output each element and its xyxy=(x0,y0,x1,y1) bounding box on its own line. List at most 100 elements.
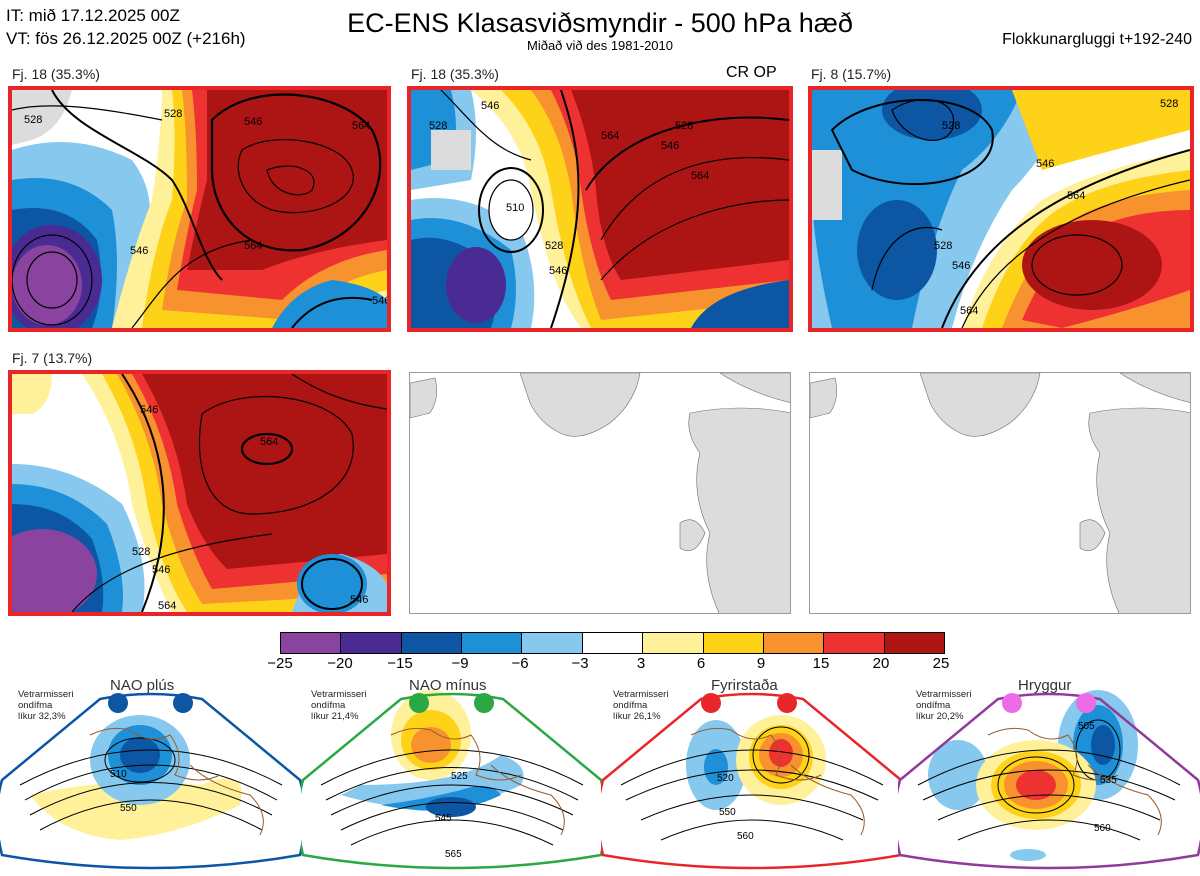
regime-title: Fyrirstaða xyxy=(711,677,778,694)
panel-3-contour-label: 528 xyxy=(934,240,953,252)
regime-info: Vetrarmisseri ondífma líkur 20,2% xyxy=(916,689,972,722)
empty-map-panel-1 xyxy=(409,372,791,614)
cluster-map-4-graphic xyxy=(12,374,387,612)
colorbar-tick: −25 xyxy=(267,655,293,672)
panel-2-contour-label: 546 xyxy=(481,100,500,112)
colorbar-tick: −9 xyxy=(451,655,469,672)
panel-2-contour-label: 528 xyxy=(675,120,694,132)
colorbar-swatch xyxy=(341,633,402,653)
colorbar-swatch xyxy=(281,633,342,653)
colorbar-swatch xyxy=(763,633,825,653)
colorbar-tick: −20 xyxy=(327,655,353,672)
cluster-map-2-graphic xyxy=(411,90,789,328)
panel-2-cr-op: CR OP xyxy=(726,64,777,81)
panel-1-contour-label: 528 xyxy=(24,114,43,126)
regime-info: Vetrarmisseri ondífma líkur 26,1% xyxy=(613,689,669,722)
panel-4-contour-label: 546 xyxy=(140,404,159,416)
cluster-map-3: 528 546 564 528 546 564 528 xyxy=(808,86,1194,332)
panel-2-contour-label: 510 xyxy=(506,202,525,214)
regime-contour-label: 560 xyxy=(737,831,754,842)
colorbar-swatch xyxy=(401,633,463,653)
panel-1-label: Fj. 18 (35.3%) xyxy=(12,66,100,82)
panel-2-contour-label: 564 xyxy=(691,170,710,182)
empty-map-2-graphic xyxy=(810,373,1190,613)
valid-time: VT: fös 26.12.2025 00Z (+216h) xyxy=(6,29,246,48)
init-time: IT: mið 17.12.2025 00Z xyxy=(6,6,180,25)
regime-contour-label: 550 xyxy=(719,807,736,818)
colorbar-tick: −3 xyxy=(571,655,589,672)
panel-1-contour-label: 564 xyxy=(352,120,371,132)
panel-1-contour-label: 528 xyxy=(164,108,183,120)
regime-ridge-graphic xyxy=(893,690,1200,870)
panel-2-contour-label: 546 xyxy=(661,140,680,152)
cluster-map-1: 528 546 564 546 564 546 528 xyxy=(8,86,391,332)
panel-3-contour-label: 564 xyxy=(960,305,979,317)
regime-ridge: Hryggur Vetrarmisseri ondífma líkur 20,2… xyxy=(893,675,1200,871)
panel-2-contour-label: 564 xyxy=(601,130,620,142)
regime-blocking-graphic xyxy=(596,692,908,870)
panel-4-contour-label: 564 xyxy=(158,600,177,612)
cluster-map-2: 528 546 564 528 546 564 510 528 546 xyxy=(407,86,793,332)
colorbar-swatch xyxy=(703,633,764,653)
regime-blocking: Fyrirstaða Vetrarmisseri ondífma líkur 2… xyxy=(596,675,908,871)
panel-1-contour-label: 564 xyxy=(244,240,263,252)
colorbar-swatch xyxy=(582,633,644,653)
empty-map-1-graphic xyxy=(410,373,790,613)
panel-3-label: Fj. 8 (15.7%) xyxy=(811,66,892,82)
colorbar-tick: −15 xyxy=(387,655,413,672)
regime-contour-label: 535 xyxy=(1100,775,1117,786)
colorbar-swatch xyxy=(824,633,885,653)
page-title: EC-ENS Klasasviðsmyndir - 500 hPa hæð xyxy=(347,8,853,38)
colorbar-swatch xyxy=(522,633,583,653)
panel-4-contour-label: 546 xyxy=(350,594,369,606)
panel-1-contour-label: 546 xyxy=(244,116,263,128)
regime-info: Vetrarmisseri ondífma líkur 21,4% xyxy=(311,689,367,722)
panel-3-contour-label: 546 xyxy=(952,260,971,272)
panel-4-contour-label: 528 xyxy=(132,546,151,558)
regime-contour-label: 560 xyxy=(1094,823,1111,834)
colorbar-tick: 3 xyxy=(636,655,646,672)
panel-2-contour-label: 546 xyxy=(549,265,568,277)
panel-4-label: Fj. 7 (13.7%) xyxy=(12,350,93,366)
regime-title: NAO plús xyxy=(110,677,175,694)
panel-3-contour-label: 528 xyxy=(1160,98,1179,110)
page-subtitle: Miðað við des 1981-2010 xyxy=(527,38,673,53)
panel-4-contour-label: 546 xyxy=(152,564,171,576)
regime-contour-label: 525 xyxy=(451,771,468,782)
regime-contour-label: 550 xyxy=(120,803,137,814)
classification-window: Flokkunargluggi t+192-240 xyxy=(1002,31,1192,48)
panel-2-contour-label: 528 xyxy=(545,240,564,252)
panel-3-contour-label: 546 xyxy=(1036,158,1055,170)
cluster-map-3-graphic xyxy=(812,90,1190,328)
panel-2-label: Fj. 18 (35.3%) xyxy=(411,66,499,82)
regime-nao-minus-graphic xyxy=(296,690,608,870)
colorbar-tick: 25 xyxy=(932,655,950,672)
colorbar-tick: 15 xyxy=(812,655,830,672)
run-info: IT: mið 17.12.2025 00Z VT: fös 26.12.202… xyxy=(6,4,246,50)
colorbar-swatch xyxy=(884,633,944,653)
cluster-map-4: 546 564 528 546 564 546 xyxy=(8,370,391,616)
colorbar-tick: −6 xyxy=(511,655,529,672)
regime-contour-label: 565 xyxy=(445,849,462,860)
colorbar-tick: 6 xyxy=(696,655,706,672)
colorbar-tick: 20 xyxy=(872,655,890,672)
colorbar xyxy=(280,632,945,654)
regime-contour-label: 505 xyxy=(1078,721,1095,732)
regime-contour-label: 520 xyxy=(717,773,734,784)
panel-3-contour-label: 564 xyxy=(1067,190,1086,202)
empty-map-panel-2 xyxy=(809,372,1191,614)
regime-nao-plus: NAO plús Vetrarmisseri ondífma líkur 32,… xyxy=(0,675,307,871)
panel-1-contour-label: 546 xyxy=(130,245,149,257)
regime-contour-label: 510 xyxy=(110,769,127,780)
colorbar-swatch xyxy=(462,633,523,653)
regime-nao-plus-graphic xyxy=(0,692,307,870)
colorbar-tick: 9 xyxy=(756,655,766,672)
panel-1-contour-label: 546 xyxy=(372,295,391,307)
regime-info: Vetrarmisseri ondífma líkur 32,3% xyxy=(18,689,74,722)
colorbar-swatch xyxy=(643,633,704,653)
regime-nao-minus: NAO mínus Vetrarmisseri ondífma líkur 21… xyxy=(296,675,608,871)
regime-title: NAO mínus xyxy=(409,677,487,694)
panel-4-contour-label: 564 xyxy=(260,436,279,448)
panel-3-contour-label: 528 xyxy=(942,120,961,132)
regime-title: Hryggur xyxy=(1018,677,1072,694)
